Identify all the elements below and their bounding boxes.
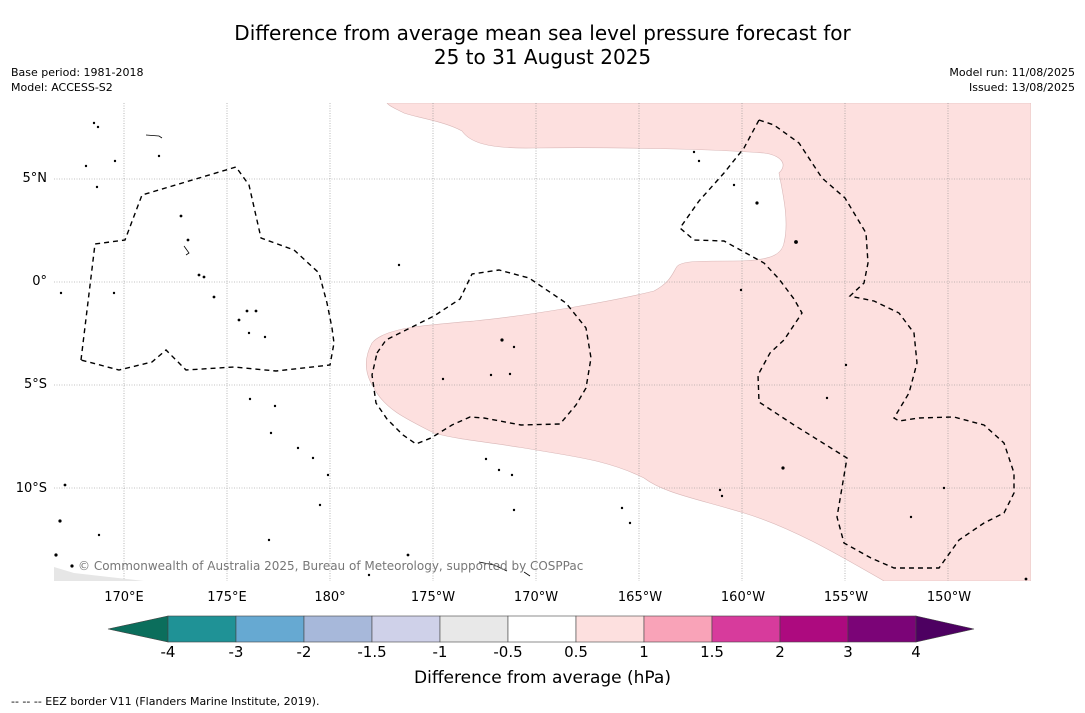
colorbar-tick-label: -0.5: [493, 643, 523, 661]
colorbar-bin: [303, 615, 373, 643]
lon-label-160w: 160°W: [720, 590, 766, 605]
lat-label-5s: 5°S: [23, 377, 47, 392]
base-info: Base period: 1981-2018 Model: ACCESS-S2: [11, 65, 143, 95]
colorbar-tick-label: 2: [775, 643, 785, 661]
colorbar-bin: [439, 615, 509, 643]
gridlines: [54, 103, 1031, 581]
lon-label-150w: 150°W: [926, 590, 972, 605]
title-line-1: Difference from average mean sea level p…: [234, 21, 851, 45]
lon-label-155w: 155°W: [823, 590, 869, 605]
colorbar-extend-min: [107, 615, 169, 643]
lon-label-180: 180°: [314, 590, 346, 605]
colorbar-bin: [371, 615, 441, 643]
lon-label-175w: 175°W: [410, 590, 456, 605]
colorbar-title: Difference from average (hPa): [414, 668, 671, 688]
islands: [54, 121, 1028, 581]
lon-label-170e: 170°E: [104, 590, 144, 605]
eez-border-kiribati: [679, 119, 1015, 569]
title-line-2: 25 to 31 August 2025: [433, 45, 652, 69]
base-period: Base period: 1981-2018: [11, 66, 144, 79]
lon-label-175e: 175°E: [207, 590, 247, 605]
copyright-notice: © Commonwealth of Australia 2025, Bureau…: [78, 559, 584, 573]
pressure-map: [54, 103, 1031, 581]
colorbar-bin: [779, 615, 849, 643]
lon-label-165w: 165°W: [617, 590, 663, 605]
run-info: Model run: 11/08/2025 Issued: 13/08/2025: [949, 65, 1075, 95]
footnote: -- -- -- EEZ border V11 (Flanders Marine…: [11, 695, 320, 708]
colorbar-tick-label: 0.5: [564, 643, 588, 661]
model-run-date: Model run: 11/08/2025: [949, 66, 1075, 79]
colorbar-tick-label: -3: [228, 643, 244, 661]
colorbar-bin: [575, 615, 645, 643]
lat-label-0: 0°: [32, 274, 47, 289]
colorbar-graphic: [107, 615, 975, 643]
colorbar-bin: [847, 615, 917, 643]
model-name: Model: ACCESS-S2: [11, 81, 113, 94]
colorbar-bin: [711, 615, 781, 643]
positive-anomaly-region: [365, 103, 1031, 581]
colorbar-tick-label: 1.5: [700, 643, 724, 661]
eez-border-tuvalu: [80, 166, 335, 372]
colorbar-tick-label: -1: [432, 643, 448, 661]
colorbar-tick-label: -2: [296, 643, 312, 661]
colorbar: [0, 600, 1085, 670]
map-canvas: [54, 103, 1031, 581]
colorbar-tick-label: 3: [843, 643, 853, 661]
colorbar-bin: [507, 615, 577, 643]
lat-label-10s: 10°S: [15, 481, 47, 496]
map-title: Difference from average mean sea level p…: [0, 21, 1085, 69]
colorbar-bin: [167, 615, 237, 643]
colorbar-bin: [235, 615, 305, 643]
eez-borders: [80, 119, 1015, 569]
land-patch: [54, 567, 144, 581]
colorbar-tick-label: 1: [639, 643, 649, 661]
colorbar-extend-max: [915, 615, 975, 643]
colorbar-tick-label: 4: [911, 643, 921, 661]
colorbar-tick-label: -1.5: [357, 643, 387, 661]
lon-label-170w: 170°W: [513, 590, 559, 605]
lat-label-5n: 5°N: [22, 171, 48, 186]
issued-date: Issued: 13/08/2025: [968, 81, 1075, 94]
colorbar-tick-label: -4: [160, 643, 176, 661]
colorbar-bin: [643, 615, 713, 643]
